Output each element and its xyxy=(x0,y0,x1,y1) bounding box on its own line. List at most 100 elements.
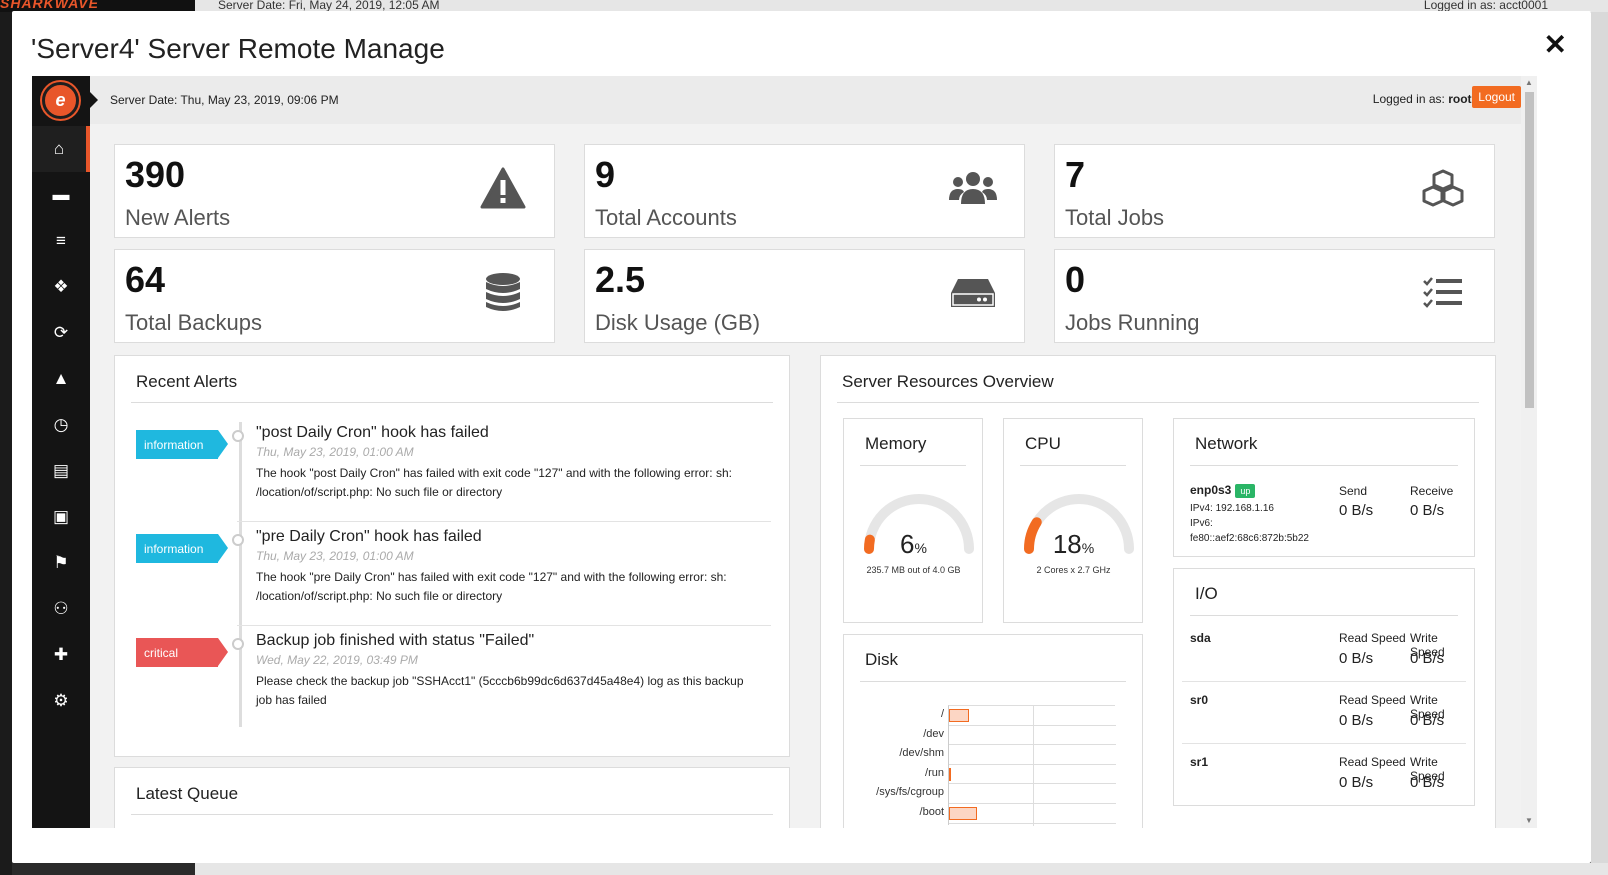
stat-card-total-accounts[interactable]: 9 Total Accounts xyxy=(584,144,1025,238)
logout-button[interactable]: Logout xyxy=(1472,86,1521,108)
remote-manage-modal: 'Server4' Server Remote Manage ✕ e ⌂ ▬ ≡ ❖ ⟳… xyxy=(12,11,1591,863)
stat-label: Total Accounts xyxy=(595,205,737,230)
stat-card-total-jobs[interactable]: 7 Total Jobs xyxy=(1054,144,1495,238)
warning-icon: ▲ xyxy=(52,369,70,388)
gridline xyxy=(1033,706,1034,826)
refresh-icon: ⟳ xyxy=(53,323,69,342)
divider xyxy=(1182,681,1466,682)
database-icon xyxy=(478,268,528,318)
server-resources-panel: Server Resources Overview Memory 6% 235.… xyxy=(820,355,1496,828)
timeline-dot xyxy=(232,638,244,650)
cubes-icon xyxy=(1418,163,1468,213)
logo-icon[interactable]: e xyxy=(42,82,79,119)
sidebar-item-flag[interactable]: ⚑ xyxy=(32,540,90,586)
stat-value: 2.5 xyxy=(595,259,646,300)
write-speed-label: Write Speed xyxy=(1410,631,1445,659)
scroll-up-icon[interactable]: ▲ xyxy=(1525,78,1533,87)
stat-value: 9 xyxy=(595,154,616,195)
read-speed-value: 0 B/s xyxy=(1339,712,1374,729)
alert-level-badge: information xyxy=(136,534,228,563)
network-title: Network xyxy=(1195,434,1258,453)
ipv4: IPv4: 192.168.1.16 xyxy=(1190,503,1274,514)
background-topbar xyxy=(0,0,1608,12)
latest-queue-title: Latest Queue xyxy=(136,784,239,803)
timeline-dot xyxy=(232,430,244,442)
read-speed-label: Read Speed xyxy=(1339,755,1406,769)
file-icon: ▤ xyxy=(52,461,70,480)
disk-row xyxy=(949,765,1116,785)
puzzle-icon: ✚ xyxy=(53,645,69,664)
network-widget: Network enp0s3 up IPv4: 192.168.1.16 IPv6… xyxy=(1173,418,1475,557)
sidebar-item-database[interactable]: ≡ xyxy=(32,218,90,264)
sidebar-item-lock[interactable]: ▣ xyxy=(32,494,90,540)
latest-queue-panel: Latest Queue xyxy=(114,767,790,828)
stat-card-disk-usage-gb[interactable]: 2.5 Disk Usage (GB) xyxy=(584,249,1025,343)
read-speed-value: 0 B/s xyxy=(1339,650,1374,667)
disk-row xyxy=(949,706,1116,726)
background-logged-in: Logged in as: acct0001 xyxy=(1423,0,1548,12)
alert-item: information "pre Daily Cron" hook has fai… xyxy=(131,522,771,626)
disk-usage-bar xyxy=(949,807,978,820)
stat-value: 7 xyxy=(1065,154,1086,195)
lock-icon: ▣ xyxy=(52,507,70,526)
stat-label: New Alerts xyxy=(125,205,231,230)
stat-card-jobs-running[interactable]: 0 Jobs Running xyxy=(1054,249,1495,343)
disk-usage-bar xyxy=(949,767,951,781)
topbar: Server Date: Thu, May 23, 2019, 09:06 PM… xyxy=(90,76,1521,124)
cpu-widget: CPU 18% 2 Cores x 2.7 GHz xyxy=(1003,418,1143,623)
stat-card-total-backups[interactable]: 64 Total Backups xyxy=(114,249,555,343)
sidebar-item-file[interactable]: ▤ xyxy=(32,448,90,494)
remote-frame: e ⌂ ▬ ≡ ❖ ⟳ ▲ ◷ ▤ ▣ ⚑ ⚇ ✚ ⚙ Server Date: Thu, May 23… xyxy=(32,76,1537,828)
divider xyxy=(837,402,1479,403)
sidebar-item-users[interactable]: ⚇ xyxy=(32,586,90,632)
sidebar-item-folder[interactable]: ▬ xyxy=(32,172,90,218)
disk-widget: Disk / /dev/dev/shm/run/sys/fs/cgroup/boo… xyxy=(843,634,1143,828)
folder-icon: ▬ xyxy=(52,185,70,204)
ipv6-label: IPv6: xyxy=(1190,518,1213,529)
sidebar-item-puzzle[interactable]: ✚ xyxy=(32,632,90,678)
sidebar-item-warning[interactable]: ▲ xyxy=(32,356,90,402)
ipv6: fe80::aef2:68c6:872b:5b22 xyxy=(1190,533,1309,544)
hdd-icon xyxy=(948,268,998,318)
logged-in-prefix: Logged in as: xyxy=(1372,92,1445,106)
stat-value: 0 xyxy=(1065,259,1086,300)
stat-card-new-alerts[interactable]: 390 New Alerts xyxy=(114,144,555,238)
sidebar-item-cubes[interactable]: ❖ xyxy=(32,264,90,310)
scrollbar-thumb[interactable] xyxy=(1525,92,1534,408)
alert-message: The hook "post Daily Cron" has failed wi… xyxy=(256,466,732,499)
memory-caption: 235.7 MB out of 4.0 GB xyxy=(866,565,961,575)
stat-value: 390 xyxy=(125,154,186,195)
alert-item: critical Backup job finished with status … xyxy=(131,626,771,730)
stat-label: Total Backups xyxy=(125,310,262,335)
receive-value: 0 B/s xyxy=(1410,502,1445,519)
disk-row xyxy=(949,745,1116,765)
scroll-down-icon[interactable]: ▼ xyxy=(1525,816,1533,825)
sidebar-item-refresh[interactable]: ⟳ xyxy=(32,310,90,356)
background-footer xyxy=(195,863,1608,875)
alert-level-badge: critical xyxy=(136,638,228,667)
write-speed-value: 0 B/s xyxy=(1410,712,1445,729)
sidebar-item-gear[interactable]: ⚙ xyxy=(32,678,90,724)
memory-widget: Memory 6% 235.7 MB out of 4.0 GB xyxy=(843,418,983,623)
divider xyxy=(1190,615,1458,616)
frame-scrollbar[interactable]: ▲ ▼ xyxy=(1521,76,1537,828)
warning-icon xyxy=(478,163,528,213)
io-device-name: sr0 xyxy=(1190,693,1209,707)
sidebar-item-clock[interactable]: ◷ xyxy=(32,402,90,448)
alert-message: Please check the backup job "SSHAcct1" (… xyxy=(256,674,744,707)
divider xyxy=(131,402,773,403)
alert-title: "pre Daily Cron" hook has failed xyxy=(256,528,482,545)
divider xyxy=(1020,465,1126,466)
sidebar-item-home[interactable]: ⌂ xyxy=(32,126,90,172)
gear-icon: ⚙ xyxy=(53,691,69,710)
users-icon xyxy=(948,163,998,213)
memory-unit: % xyxy=(914,540,927,556)
alert-time: Wed, May 22, 2019, 03:49 PM xyxy=(256,653,418,667)
flag-icon: ⚑ xyxy=(53,553,69,572)
disk-row xyxy=(949,784,1116,804)
alert-title: Backup job finished with status "Failed" xyxy=(256,632,535,649)
divider xyxy=(237,625,771,626)
close-icon[interactable]: ✕ xyxy=(1543,29,1567,60)
interface-name: enp0s3 xyxy=(1190,483,1232,497)
background-server-date: Server Date: Fri, May 24, 2019, 12:05 AM xyxy=(218,0,440,12)
